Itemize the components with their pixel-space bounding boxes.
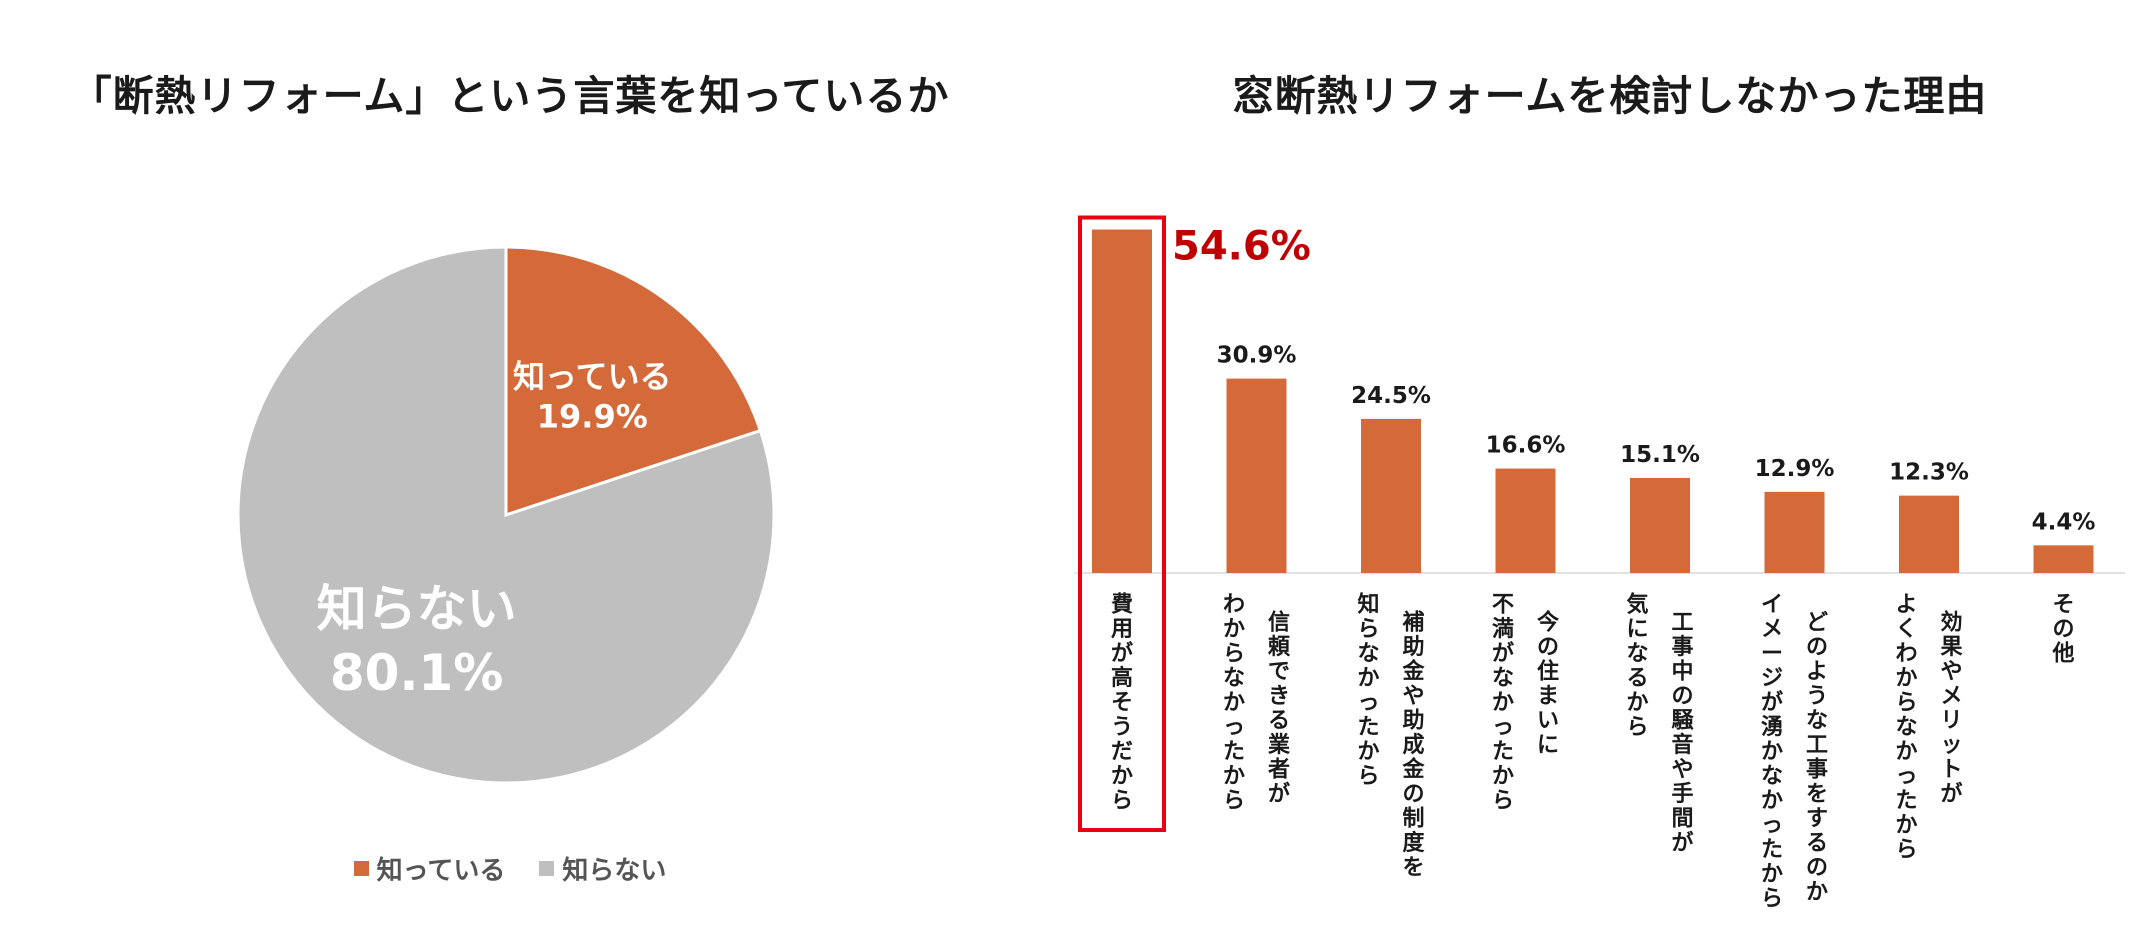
category-label: 補助金や助成金の制度を	[1401, 610, 1425, 881]
pie-slice	[504, 245, 763, 518]
category-label: 効果やメリットが	[1940, 610, 1962, 808]
category-label: 費用が高そうだから	[1111, 593, 1133, 814]
legend-swatch-unknown	[539, 861, 555, 876]
category-label: よくわからなかったから	[1895, 593, 1917, 863]
bar-value-label: 30.9%	[1217, 343, 1297, 369]
pie-legend: 知っている 知らない	[320, 850, 700, 887]
bar-value-label: 12.3%	[1889, 460, 1969, 486]
bar-value-label: 54.6%	[1172, 224, 1311, 270]
bar-value-label: 24.5%	[1351, 383, 1431, 409]
bar-chart-title: 窓断熱リフォームを検討しなかった理由	[1232, 72, 1988, 120]
pie-slice-value: 19.9%	[537, 397, 648, 435]
legend-label-unknown: 知らない	[562, 856, 667, 886]
bar	[1764, 491, 1825, 573]
pie-chart-title: 「断熱リフォーム」という言葉を知っているか	[70, 72, 950, 120]
category-label: 不満がなかったから	[1492, 593, 1514, 814]
pie-slice-value: 80.1%	[330, 644, 503, 702]
category-label: どのような工事をするのか	[1806, 611, 1828, 906]
bar-value-label: 12.9%	[1755, 456, 1835, 482]
highlight-frame	[1078, 215, 1166, 832]
bar	[1495, 468, 1556, 573]
bar	[1226, 378, 1287, 573]
pie-slice	[236, 245, 776, 785]
legend-item-unknown: 知らない	[539, 850, 666, 887]
pie-slice-label: 知らない	[317, 580, 517, 638]
bar	[1899, 495, 1959, 573]
category-label: その他	[2051, 593, 2074, 667]
bar-value-label: 16.6%	[1486, 433, 1566, 459]
category-label: イメージが湧かなかったから	[1761, 593, 1783, 912]
bar	[1361, 418, 1421, 573]
pie-slice-label: 知っている	[513, 357, 671, 395]
category-label: 今の住まいに	[1537, 610, 1559, 759]
legend-label-known: 知っている	[376, 856, 506, 886]
category-label: 工事中の騒音や手間が	[1671, 611, 1694, 857]
bar	[2033, 545, 2094, 573]
category-label: 知らなかったから	[1357, 592, 1379, 790]
legend-item-known: 知っている	[353, 850, 506, 887]
bar	[1630, 478, 1690, 573]
bar-value-label: 15.1%	[1620, 442, 1700, 468]
category-label: 気になるから	[1626, 592, 1648, 741]
category-label: 信頼できる業者が	[1267, 610, 1291, 808]
category-label: わからなかったから	[1223, 593, 1245, 814]
legend-swatch-known	[353, 861, 369, 876]
bar	[1092, 229, 1152, 573]
bar-value-label: 4.4%	[2032, 509, 2096, 535]
